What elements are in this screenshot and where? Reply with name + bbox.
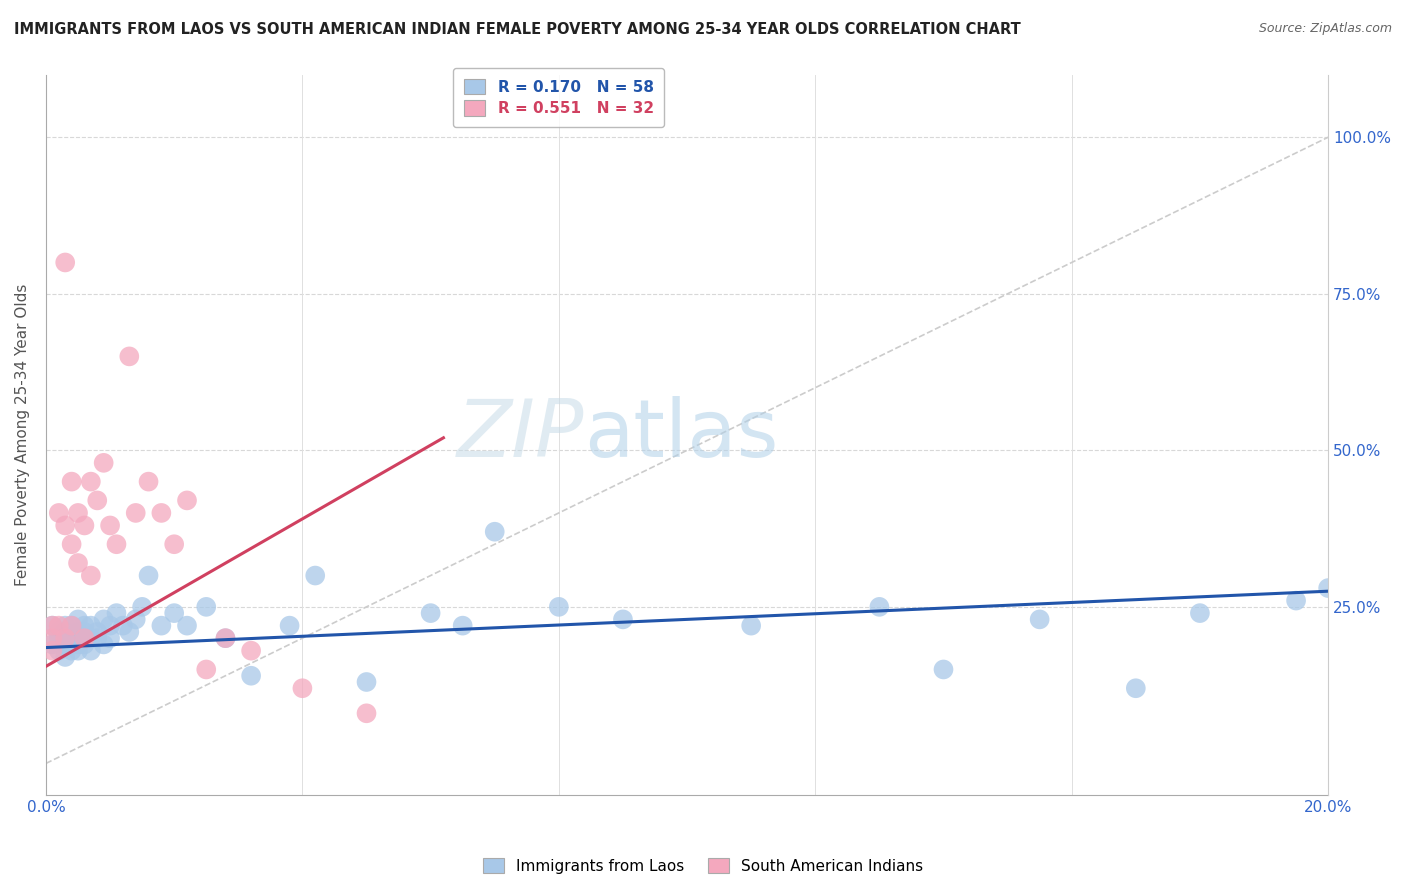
- Point: [1285, 593, 1308, 607]
- Point: [53, 631, 76, 645]
- Point: [176, 493, 198, 508]
- Point: [53, 255, 76, 269]
- Point: [66, 631, 89, 645]
- Point: [41, 618, 63, 632]
- Point: [80, 568, 103, 582]
- Point: [240, 669, 263, 683]
- Text: IMMIGRANTS FROM LAOS VS SOUTH AMERICAN INDIAN FEMALE POVERTY AMONG 25-34 YEAR OL: IMMIGRANTS FROM LAOS VS SOUTH AMERICAN I…: [14, 22, 1021, 37]
- Point: [66, 506, 89, 520]
- Point: [60, 618, 83, 632]
- Point: [80, 475, 103, 489]
- Point: [195, 599, 218, 614]
- Point: [304, 568, 326, 582]
- Point: [86, 631, 108, 645]
- Point: [176, 618, 198, 632]
- Point: [60, 475, 83, 489]
- Point: [41, 618, 63, 632]
- Point: [48, 631, 70, 645]
- Y-axis label: Female Poverty Among 25-34 Year Olds: Female Poverty Among 25-34 Year Olds: [15, 284, 30, 586]
- Point: [93, 612, 115, 626]
- Point: [214, 631, 236, 645]
- Point: [131, 599, 153, 614]
- Point: [66, 643, 89, 657]
- Text: atlas: atlas: [585, 396, 779, 474]
- Point: [60, 643, 83, 657]
- Point: [356, 706, 378, 721]
- Point: [48, 506, 70, 520]
- Point: [98, 618, 121, 632]
- Point: [740, 618, 762, 632]
- Point: [240, 643, 263, 657]
- Point: [80, 618, 103, 632]
- Point: [41, 637, 63, 651]
- Point: [932, 663, 955, 677]
- Point: [484, 524, 506, 539]
- Point: [291, 681, 314, 696]
- Point: [1125, 681, 1147, 696]
- Point: [73, 624, 96, 639]
- Point: [60, 631, 83, 645]
- Point: [66, 624, 89, 639]
- Point: [48, 624, 70, 639]
- Point: [138, 475, 160, 489]
- Point: [98, 518, 121, 533]
- Point: [93, 456, 115, 470]
- Point: [86, 624, 108, 639]
- Point: [419, 606, 441, 620]
- Point: [66, 556, 89, 570]
- Point: [118, 624, 141, 639]
- Point: [60, 618, 83, 632]
- Point: [60, 631, 83, 645]
- Point: [73, 631, 96, 645]
- Point: [66, 612, 89, 626]
- Point: [73, 618, 96, 632]
- Point: [163, 606, 186, 620]
- Point: [451, 618, 474, 632]
- Point: [48, 643, 70, 657]
- Point: [105, 606, 128, 620]
- Point: [86, 493, 108, 508]
- Point: [163, 537, 186, 551]
- Point: [60, 537, 83, 551]
- Point: [105, 537, 128, 551]
- Point: [53, 518, 76, 533]
- Point: [125, 506, 148, 520]
- Point: [41, 631, 63, 645]
- Legend: Immigrants from Laos, South American Indians: Immigrants from Laos, South American Ind…: [477, 852, 929, 880]
- Point: [868, 599, 890, 614]
- Point: [214, 631, 236, 645]
- Point: [118, 350, 141, 364]
- Point: [53, 637, 76, 651]
- Point: [48, 618, 70, 632]
- Legend: R = 0.170   N = 58, R = 0.551   N = 32: R = 0.170 N = 58, R = 0.551 N = 32: [453, 68, 665, 127]
- Point: [612, 612, 634, 626]
- Point: [41, 643, 63, 657]
- Point: [73, 637, 96, 651]
- Point: [195, 663, 218, 677]
- Point: [138, 568, 160, 582]
- Point: [150, 506, 173, 520]
- Point: [1317, 581, 1340, 595]
- Point: [66, 637, 89, 651]
- Point: [53, 649, 76, 664]
- Point: [125, 612, 148, 626]
- Point: [98, 631, 121, 645]
- Point: [547, 599, 569, 614]
- Point: [53, 624, 76, 639]
- Point: [53, 618, 76, 632]
- Text: Source: ZipAtlas.com: Source: ZipAtlas.com: [1258, 22, 1392, 36]
- Text: ZIP: ZIP: [457, 396, 585, 474]
- Point: [1028, 612, 1050, 626]
- Point: [1188, 606, 1211, 620]
- Point: [80, 631, 103, 645]
- Point: [150, 618, 173, 632]
- Point: [73, 518, 96, 533]
- Point: [111, 618, 134, 632]
- Point: [93, 637, 115, 651]
- Point: [80, 643, 103, 657]
- Point: [356, 675, 378, 690]
- Point: [278, 618, 301, 632]
